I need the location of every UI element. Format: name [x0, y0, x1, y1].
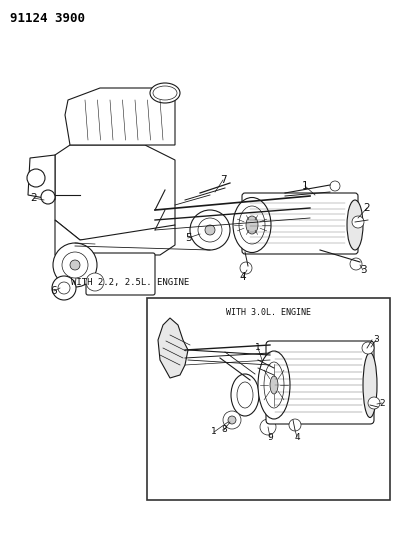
Text: 1: 1	[211, 427, 217, 437]
Ellipse shape	[363, 352, 377, 417]
Ellipse shape	[258, 351, 290, 419]
Polygon shape	[28, 155, 55, 200]
Circle shape	[205, 225, 215, 235]
Ellipse shape	[246, 216, 258, 234]
Text: 2: 2	[364, 203, 370, 213]
FancyBboxPatch shape	[266, 341, 374, 424]
Circle shape	[27, 169, 45, 187]
Text: 9: 9	[267, 432, 273, 441]
Text: 3: 3	[360, 265, 366, 275]
Text: 7: 7	[220, 175, 226, 185]
Circle shape	[362, 342, 374, 354]
Circle shape	[52, 276, 76, 300]
Text: 4: 4	[294, 432, 300, 441]
Text: 8: 8	[221, 425, 227, 434]
Circle shape	[198, 218, 222, 242]
Circle shape	[240, 262, 252, 274]
Circle shape	[58, 282, 70, 294]
Circle shape	[62, 252, 88, 278]
Ellipse shape	[237, 382, 253, 408]
Circle shape	[86, 273, 104, 291]
Text: 1: 1	[302, 181, 308, 191]
Polygon shape	[65, 88, 175, 145]
Text: 91124 3900: 91124 3900	[10, 12, 85, 25]
Ellipse shape	[233, 198, 271, 253]
Bar	[147, 298, 390, 500]
Circle shape	[190, 210, 230, 250]
Ellipse shape	[270, 376, 278, 394]
Ellipse shape	[231, 374, 259, 416]
Text: 5: 5	[185, 233, 191, 243]
Text: WITH 3.0L. ENGINE: WITH 3.0L. ENGINE	[226, 308, 310, 317]
Polygon shape	[55, 145, 175, 240]
Ellipse shape	[150, 83, 180, 103]
Circle shape	[330, 181, 340, 191]
Circle shape	[368, 397, 380, 409]
Circle shape	[41, 190, 55, 204]
FancyBboxPatch shape	[242, 193, 358, 254]
Circle shape	[352, 216, 364, 228]
Circle shape	[289, 419, 301, 431]
Text: 3: 3	[373, 335, 379, 344]
Polygon shape	[55, 220, 175, 270]
Ellipse shape	[239, 206, 265, 244]
Text: WITH 2.2, 2.5L. ENGINE: WITH 2.2, 2.5L. ENGINE	[71, 278, 189, 287]
Text: 4: 4	[240, 272, 246, 282]
Ellipse shape	[264, 362, 284, 408]
Circle shape	[228, 416, 236, 424]
Text: 1: 1	[255, 343, 261, 352]
Text: 2: 2	[31, 193, 37, 203]
Circle shape	[53, 243, 97, 287]
Polygon shape	[158, 318, 188, 378]
Circle shape	[70, 260, 80, 270]
Circle shape	[223, 411, 241, 429]
Ellipse shape	[347, 200, 363, 250]
Text: 2: 2	[379, 399, 385, 408]
Circle shape	[260, 419, 276, 435]
Text: 6: 6	[51, 286, 57, 296]
FancyBboxPatch shape	[86, 253, 155, 295]
Circle shape	[350, 258, 362, 270]
Ellipse shape	[153, 86, 177, 100]
